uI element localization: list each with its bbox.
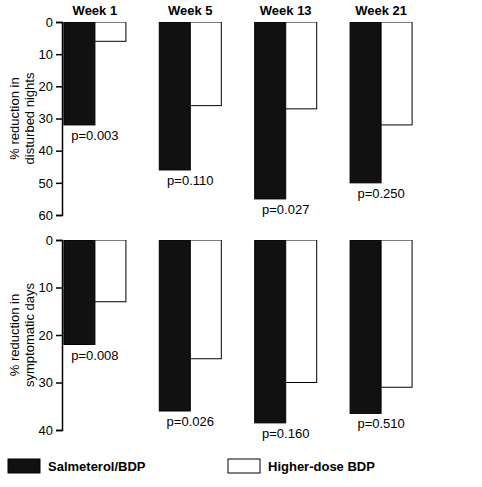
y-axis-line [56, 23, 63, 216]
bar [255, 22, 286, 199]
y-tick-label: 20 [39, 328, 53, 343]
bar [255, 240, 286, 423]
y-tick: 30 [39, 111, 62, 126]
y-tick-label: 40 [39, 143, 53, 158]
y-tick-mark [56, 430, 62, 432]
y-axis-title: % reduction indisturbed nights [7, 72, 36, 164]
y-tick: 50 [39, 175, 62, 190]
y-tick: 20 [39, 328, 62, 343]
y-tick: 60 [39, 208, 62, 223]
y-tick-mark [56, 86, 62, 88]
bar [159, 22, 190, 170]
y-tick: 10 [39, 280, 62, 295]
bars [64, 240, 412, 423]
y-tick: 30 [39, 375, 62, 390]
y-tick: 10 [39, 47, 62, 62]
bar [159, 240, 190, 411]
category-label: Week 1 [73, 3, 118, 18]
y-tick-label: 60 [39, 208, 53, 223]
bar [286, 240, 317, 383]
y-tick-mark [56, 150, 62, 152]
annotation: p=0.250 [357, 186, 404, 201]
legend-label: Higher-dose BDP [268, 459, 375, 474]
y-tick: 0 [46, 15, 62, 30]
y-tick-label: 20 [39, 79, 53, 94]
y-tick: 0 [46, 233, 62, 248]
y-tick-label: 40 [39, 423, 53, 438]
bar [381, 240, 412, 387]
bar [190, 240, 221, 359]
y-tick-mark [56, 118, 62, 120]
category-label: Week 13 [260, 3, 312, 18]
bar [350, 22, 381, 183]
legend-swatch [228, 459, 260, 473]
annotation: p=0.110 [167, 173, 213, 188]
y-tick-mark [56, 382, 62, 384]
annotation: p=0.003 [71, 128, 118, 143]
chart-1: 0 10 20 30 40 % reduction insymptomatic days p… [7, 233, 412, 441]
bar [95, 22, 126, 41]
y-tick-label: 30 [39, 375, 53, 390]
y-tick: 20 [39, 79, 62, 94]
y-tick-mark [56, 240, 62, 242]
bar [64, 22, 95, 125]
y-tick-label: 10 [39, 280, 53, 295]
legend-label: Salmeterol/BDP [48, 459, 146, 474]
annotation: p=0.026 [167, 414, 214, 429]
y-tick: 40 [39, 143, 62, 158]
chart-0: 0 10 20 30 40 50 60 Week 1 Week 5 Week 13 Week 21%… [7, 3, 412, 223]
y-axis: 0 10 20 30 40 [39, 233, 63, 438]
y-tick-label: 0 [46, 15, 53, 30]
bar [381, 22, 412, 125]
bar [190, 22, 221, 106]
category-label: Week 21 [355, 3, 407, 18]
category-label: Week 5 [168, 3, 213, 18]
bars [64, 22, 412, 199]
y-tick-mark [56, 335, 62, 337]
y-tick-label: 50 [39, 175, 53, 190]
annotation: p=0.027 [262, 202, 309, 217]
bar [286, 22, 317, 109]
bar [350, 240, 381, 413]
y-tick-label: 10 [39, 47, 53, 62]
annotation: p=0.160 [262, 426, 309, 441]
y-tick: 40 [39, 423, 62, 438]
legend: Salmeterol/BDP Higher-dose BDP [8, 459, 375, 474]
y-axis: 0 10 20 30 40 50 60 [39, 15, 63, 223]
bar [95, 240, 126, 302]
y-tick-mark [56, 22, 62, 24]
annotation: p=0.008 [71, 348, 118, 363]
chart-root: 0 10 20 30 40 50 60 Week 1 Week 5 Week 13 Week 21%… [0, 0, 482, 487]
y-axis-line [56, 241, 63, 431]
y-tick-mark [56, 215, 62, 217]
y-axis-title: % reduction insymptomatic days [7, 282, 36, 387]
y-tick-label: 0 [46, 233, 53, 248]
legend-swatch [8, 459, 40, 473]
y-tick-mark [56, 183, 62, 185]
y-tick-label: 30 [39, 111, 53, 126]
bar [64, 240, 95, 345]
y-tick-mark [56, 54, 62, 56]
annotation: p=0.510 [357, 416, 404, 431]
y-tick-mark [56, 287, 62, 289]
